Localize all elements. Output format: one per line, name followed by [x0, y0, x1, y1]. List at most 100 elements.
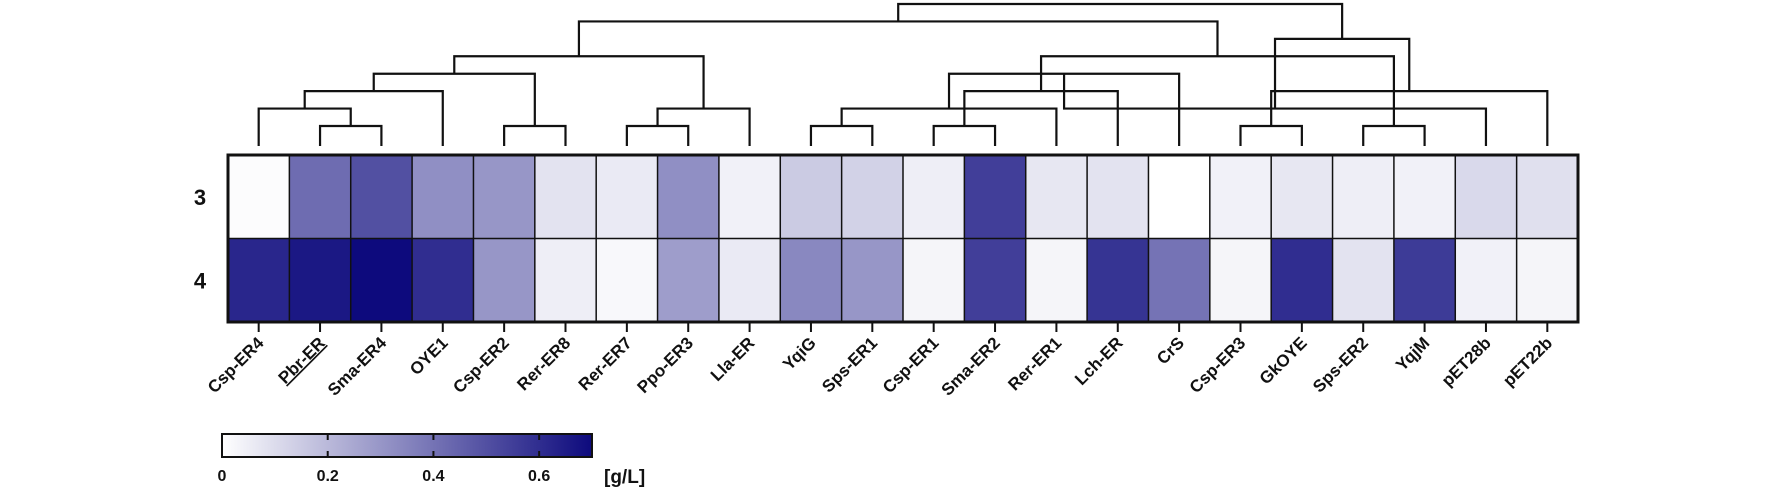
dendrogram-branch — [1362, 124, 1426, 146]
heatmap-cell-r3-Rer-ER7 — [596, 155, 658, 239]
column-label: GkOYE — [1256, 333, 1311, 388]
column-label: Csp-ER2 — [449, 333, 513, 397]
heatmap-cell-r3-YqjM — [1393, 155, 1456, 239]
heatmap-cell-r4-Rer-ER7 — [596, 238, 658, 322]
heatmap-cell-r4-Rer-ER1 — [1025, 238, 1088, 322]
dendrogram-branch — [1270, 90, 1549, 146]
row-label: 4 — [194, 268, 207, 293]
column-label: Sma-ER4 — [324, 333, 391, 400]
dendrogram-branch — [809, 124, 874, 146]
heatmap-cells — [228, 155, 1578, 322]
heatmap-grid — [226, 153, 1580, 324]
dendrogram-branch — [656, 107, 751, 146]
colorbar-tick-label: 0.2 — [317, 468, 339, 485]
column-label: Csp-ER1 — [879, 333, 943, 397]
heatmap-cell-r4-GkOYE — [1271, 238, 1333, 322]
heatmap-cell-r4-Sps-ER2 — [1332, 238, 1394, 322]
heatmap-cell-r3-Sps-ER2 — [1332, 155, 1394, 239]
heatmap-cell-r4-Lch-ER — [1087, 238, 1149, 322]
dendrogram-branch — [372, 72, 536, 126]
heatmap-cell-r3-Csp-ER4 — [228, 155, 290, 239]
heatmap-cell-r4-pET22b — [1516, 238, 1578, 322]
column-label: Sps-ER2 — [1309, 333, 1372, 396]
heatmap-cell-r4-Sma-ER4 — [350, 238, 413, 322]
column-label: Csp-ER4 — [204, 333, 268, 397]
row-labels: 34 — [194, 185, 207, 294]
heatmap-cell-r3-pET28b — [1455, 155, 1517, 239]
heatmap-cell-r3-Sps-ER1 — [841, 155, 903, 239]
heatmap-cell-r3-Lch-ER — [1087, 155, 1149, 239]
heatmap-cell-r3-Ppo-ER3 — [657, 155, 719, 239]
heatmap-cell-r3-Sma-ER2 — [964, 155, 1026, 239]
column-label: pET22b — [1499, 333, 1556, 390]
column-label: Rer-ER7 — [575, 333, 636, 394]
dendrogram-branch — [1239, 124, 1303, 146]
column-label: YqiG — [779, 333, 820, 374]
heatmap-cell-r3-CrS — [1148, 155, 1210, 239]
heatmap-cell-r4-Sma-ER2 — [964, 238, 1026, 322]
heatmap-cell-r4-YqiG — [780, 238, 842, 322]
column-label: Rer-ER1 — [1004, 333, 1065, 394]
dendrogram-branch — [303, 90, 444, 146]
heatmap-cell-r4-pET28b — [1455, 238, 1517, 322]
colorbar-tick-label: 0.4 — [422, 468, 444, 485]
heatmap-cell-r3-Sma-ER4 — [350, 155, 413, 239]
heatmap-cell-r3-Pbr-ER — [289, 155, 351, 239]
row-label: 3 — [194, 185, 206, 210]
dendrogram-branch — [625, 124, 690, 146]
heatmap-border — [226, 153, 1580, 324]
heatmap-cell-r4-Rer-ER8 — [534, 238, 597, 322]
heatmap-cell-r3-Csp-ER2 — [473, 155, 535, 239]
heatmap-cell-r3-Lla-ER — [718, 155, 781, 239]
column-label: Sps-ER1 — [818, 333, 881, 396]
column-label: OYE1 — [406, 333, 452, 379]
column-dendrogram — [257, 2, 1549, 146]
column-label: CrS — [1153, 333, 1188, 368]
dendrogram-branch — [897, 2, 1344, 39]
dendrogram-branch — [318, 124, 383, 146]
colorbar: 0 0.2 0.4 0.6 [g/L] — [218, 433, 645, 488]
dendrogram-branch — [840, 107, 1058, 146]
dendrogram-branch — [577, 20, 1219, 57]
heatmap-cell-r4-Sps-ER1 — [841, 238, 903, 322]
colorbar-tick-label: 0 — [218, 468, 227, 485]
heatmap-cell-r3-Csp-ER3 — [1209, 155, 1272, 239]
column-label: YqjM — [1392, 333, 1433, 374]
column-label: Csp-ER3 — [1186, 333, 1250, 397]
colorbar-gradient — [221, 433, 593, 458]
heatmap-cell-r4-Csp-ER4 — [228, 238, 290, 322]
column-label: Ppo-ER3 — [634, 333, 698, 397]
column-label: Sma-ER2 — [938, 333, 1004, 399]
dendrogram-branch — [453, 55, 705, 109]
heatmap-cell-r3-Csp-ER1 — [903, 155, 965, 239]
heatmap-cell-r4-Ppo-ER3 — [657, 238, 719, 322]
heatmap-cell-r3-pET22b — [1516, 155, 1578, 239]
dendrogram-branch — [932, 124, 997, 146]
heatmap-cell-r4-OYE1 — [412, 238, 474, 322]
heatmap-cell-r4-CrS — [1148, 238, 1210, 322]
dendrogram-branch — [257, 107, 352, 146]
heatmap-cell-r4-Pbr-ER — [289, 238, 351, 322]
dendrogram-branch — [1273, 37, 1411, 109]
heatmap-cell-r3-GkOYE — [1271, 155, 1333, 239]
column-label: Pbr-ER — [275, 333, 329, 387]
column-label: Rer-ER8 — [513, 333, 574, 394]
heatmap-cell-r4-Lla-ER — [718, 238, 781, 322]
heatmap-cell-r4-YqjM — [1393, 238, 1456, 322]
column-label: Lch-ER — [1071, 333, 1127, 389]
heatmap-cell-r4-Csp-ER3 — [1209, 238, 1272, 322]
heatmap-cell-r4-Csp-ER2 — [473, 238, 535, 322]
dendrogram-branch — [503, 124, 567, 146]
column-label: Lla-ER — [707, 333, 759, 385]
heatmap-cell-r3-OYE1 — [412, 155, 474, 239]
heatmap-cell-r4-Csp-ER1 — [903, 238, 965, 322]
heatmap-cell-r3-Rer-ER1 — [1025, 155, 1088, 239]
colorbar-unit-label: [g/L] — [604, 467, 645, 488]
heatmap-cell-r3-Rer-ER8 — [534, 155, 597, 239]
column-label: pET28b — [1438, 333, 1495, 390]
colorbar-tick-label: 0.6 — [528, 468, 550, 485]
heatmap-cell-r3-YqiG — [780, 155, 842, 239]
dendrogram-branch — [963, 90, 1119, 146]
